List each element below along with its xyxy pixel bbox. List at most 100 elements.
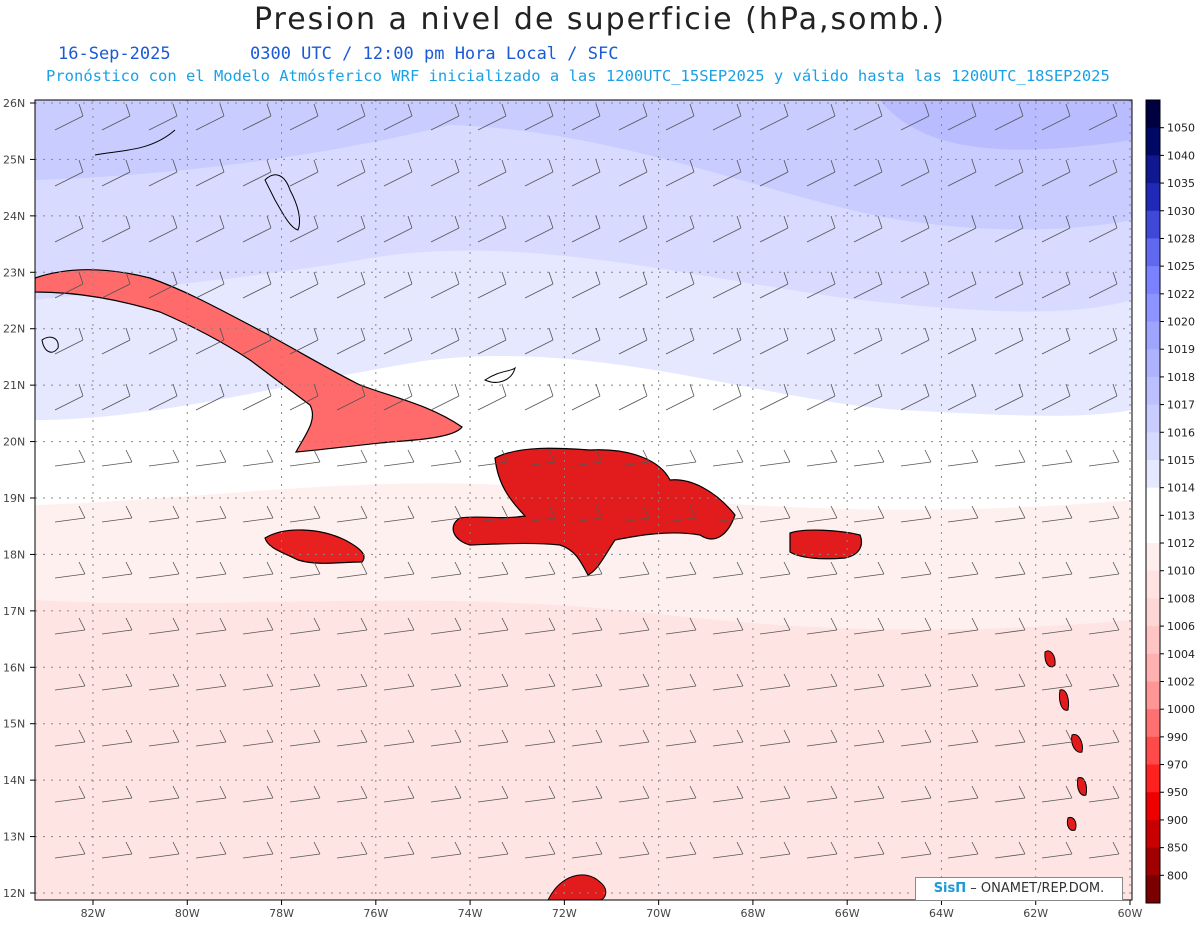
wind-barb	[806, 327, 836, 355]
puerto-rico	[789, 529, 863, 560]
wind-barb	[524, 841, 556, 859]
wind-barb	[524, 159, 554, 187]
colorbar-label: 1028	[1167, 232, 1195, 245]
wind-barb	[712, 841, 744, 859]
wind-barb	[994, 561, 1026, 579]
wind-barb	[853, 271, 883, 299]
wind-barb	[618, 729, 650, 747]
wind-barb	[1041, 505, 1073, 523]
colorbar-label: 970	[1167, 759, 1188, 772]
wind-barb	[195, 785, 227, 803]
wind-barb	[571, 617, 603, 635]
lon-label: 62W	[1023, 907, 1048, 920]
wind-barb	[289, 673, 321, 691]
wind-barb	[994, 449, 1026, 467]
wind-barb	[571, 449, 603, 467]
wind-barb	[712, 159, 742, 187]
lat-label: 12N	[3, 887, 25, 900]
wind-barb	[54, 103, 84, 131]
colorbar-swatch	[1146, 321, 1160, 350]
lon-label: 70W	[646, 907, 671, 920]
wind-barb	[477, 841, 509, 859]
wind-barb	[759, 215, 789, 243]
wind-barb	[994, 271, 1024, 299]
lat-label: 23N	[3, 266, 25, 279]
wind-barb	[947, 159, 977, 187]
colorbar-label: 1010	[1167, 565, 1195, 578]
wind-barb	[618, 561, 650, 579]
wind-barb	[947, 103, 977, 131]
wind-barb	[430, 617, 462, 635]
wind-barb	[524, 673, 556, 691]
wind-barb	[477, 327, 507, 355]
wind-barb	[195, 617, 227, 635]
wind-barb	[430, 505, 462, 523]
lat-label: 24N	[3, 210, 25, 223]
wind-barb	[618, 383, 648, 411]
colorbar-swatch	[1146, 598, 1160, 627]
wind-barb	[1088, 785, 1120, 803]
wind-barb	[853, 159, 883, 187]
wind-barb	[54, 561, 86, 579]
wind-barb	[853, 327, 883, 355]
wind-barb	[524, 449, 556, 467]
wind-barb	[1088, 271, 1118, 299]
colorbar-label: 950	[1167, 786, 1188, 799]
wind-barb	[289, 617, 321, 635]
wind-barb	[853, 215, 883, 243]
lat-label: 22N	[3, 323, 25, 336]
lat-label: 14N	[3, 774, 25, 787]
wind-barb	[54, 617, 86, 635]
wind-barb	[289, 841, 321, 859]
colorbar-frame	[1145, 99, 1161, 904]
wind-barb	[524, 327, 554, 355]
wind-barb	[430, 841, 462, 859]
wind-barb	[994, 841, 1026, 859]
lon-label: 60W	[1118, 907, 1143, 920]
wind-barb	[1041, 785, 1073, 803]
wind-barb	[148, 327, 178, 355]
wind-barb	[195, 505, 227, 523]
wind-barb	[1041, 159, 1071, 187]
wind-barb	[430, 729, 462, 747]
colorbar-label: 1020	[1167, 316, 1195, 329]
wind-barb	[806, 729, 838, 747]
wind-barb	[336, 617, 368, 635]
wind-barb	[665, 673, 697, 691]
wind-barb	[383, 383, 413, 411]
lon-label: 64W	[929, 907, 954, 920]
colorbar-label: 1015	[1167, 454, 1195, 467]
credit-org: – ONAMET/REP.DOM.	[970, 881, 1105, 896]
wind-barb	[54, 785, 86, 803]
wind-barb	[242, 215, 272, 243]
forecast-time: 0300 UTC / 12:00 pm Hora Local / SFC	[250, 44, 619, 64]
wind-barb	[148, 785, 180, 803]
colorbar-label: 1040	[1167, 149, 1195, 162]
wind-barb	[1041, 327, 1071, 355]
andros	[264, 174, 301, 231]
wind-barb	[665, 103, 695, 131]
wind-barb	[336, 785, 368, 803]
wind-barb	[148, 159, 178, 187]
colorbar-label: 800	[1167, 869, 1188, 882]
wind-barb	[1088, 383, 1118, 411]
wind-barb	[571, 673, 603, 691]
wind-barb	[806, 785, 838, 803]
wind-barb	[148, 729, 180, 747]
colorbar-label: 1016	[1167, 426, 1195, 439]
wind-barb	[571, 505, 603, 523]
wind-barb	[54, 383, 84, 411]
wind-barb	[571, 327, 601, 355]
wind-barb	[101, 841, 133, 859]
wind-barb	[994, 785, 1026, 803]
colorbar-swatch	[1146, 155, 1160, 184]
wind-barb	[618, 159, 648, 187]
landmasses	[35, 129, 1087, 900]
wind-barb	[242, 617, 274, 635]
wind-barb	[947, 505, 979, 523]
wind-barb	[618, 215, 648, 243]
wind-barb	[336, 215, 366, 243]
isla-juventud	[41, 336, 59, 353]
wind-barb	[477, 383, 507, 411]
wind-barb	[430, 673, 462, 691]
